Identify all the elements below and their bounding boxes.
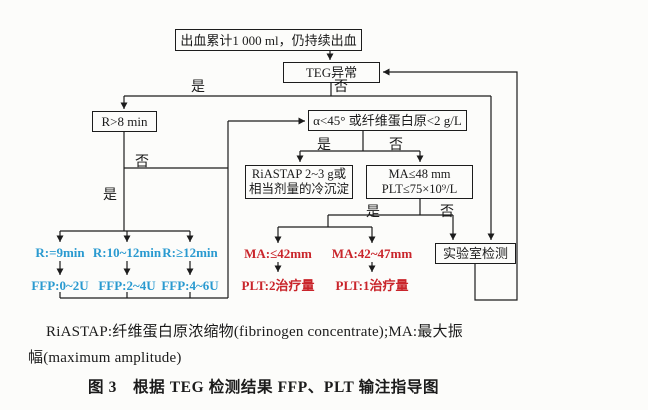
node-teg-abnormal: TEG异常 — [283, 62, 380, 83]
branch-label-ma-no: 否 — [440, 205, 454, 220]
plt-condition-1: MA:≤42mm — [244, 246, 312, 261]
branch-label-r-no: 否 — [135, 155, 149, 170]
node-start-bleeding: 出血累计1 000 ml，仍持续出血 — [175, 29, 362, 51]
node-alpha-label: α<45° 或纤维蛋白原<2 g/L — [313, 113, 462, 128]
plain-wires — [59, 83, 491, 299]
plt-action-1: PLT:2治疗量 — [241, 278, 315, 293]
node-ma-line1: MA≤48 mm — [388, 167, 451, 181]
node-r-label: R>8 min — [101, 114, 148, 129]
ffp-condition-3: R:≥12min — [162, 245, 218, 260]
ffp-action-3: FFP:4~6U — [161, 278, 219, 293]
ffp-action-1: FFP:0~2U — [31, 278, 89, 293]
branch-label-teg-no: 否 — [334, 80, 348, 95]
branch-label-r-yes: 是 — [103, 188, 117, 203]
figure-title: 图 3 根据 TEG 检测结果 FFP、PLT 输注指导图 — [88, 379, 440, 396]
arrow-wires — [56, 51, 518, 301]
node-riastap-line2: 相当剂量的冷沉淀 — [248, 182, 349, 196]
plt-action-2: PLT:1治疗量 — [335, 278, 409, 293]
plt-condition-2: MA:42~47mm — [331, 246, 413, 261]
figure-note-line2: 幅(maximum amplitude) — [28, 350, 182, 366]
node-alpha-check: α<45° 或纤维蛋白原<2 g/L — [308, 110, 467, 131]
node-ma-check: MA≤48 mm PLT≤75×10⁹/L — [366, 165, 473, 199]
ffp-action-2: FFP:2~4U — [98, 278, 156, 293]
ffp-condition-1: R:=9min — [35, 245, 85, 260]
ffp-condition-2: R:10~12min — [92, 245, 162, 260]
branch-label-teg-yes: 是 — [191, 80, 205, 95]
node-riastap: RiASTAP 2~3 g或 相当剂量的冷沉淀 — [245, 165, 353, 199]
node-start-label: 出血累计1 000 ml，仍持续出血 — [180, 32, 357, 48]
node-lab-label: 实验室检测 — [442, 246, 508, 261]
node-lab-test: 实验室检测 — [435, 243, 516, 264]
figure-note-line1: RiASTAP:纤维蛋白原浓缩物(fibrinogen concentrate)… — [46, 324, 463, 340]
branch-label-alpha-no: 否 — [389, 138, 403, 153]
branch-label-ma-yes: 是 — [366, 205, 380, 220]
node-r-check: R>8 min — [92, 111, 157, 132]
branch-label-alpha-yes: 是 — [317, 138, 331, 153]
node-riastap-line1: RiASTAP 2~3 g或 — [251, 167, 347, 181]
node-ma-line2: PLT≤75×10⁹/L — [381, 182, 458, 196]
node-teg-label: TEG异常 — [305, 65, 358, 80]
